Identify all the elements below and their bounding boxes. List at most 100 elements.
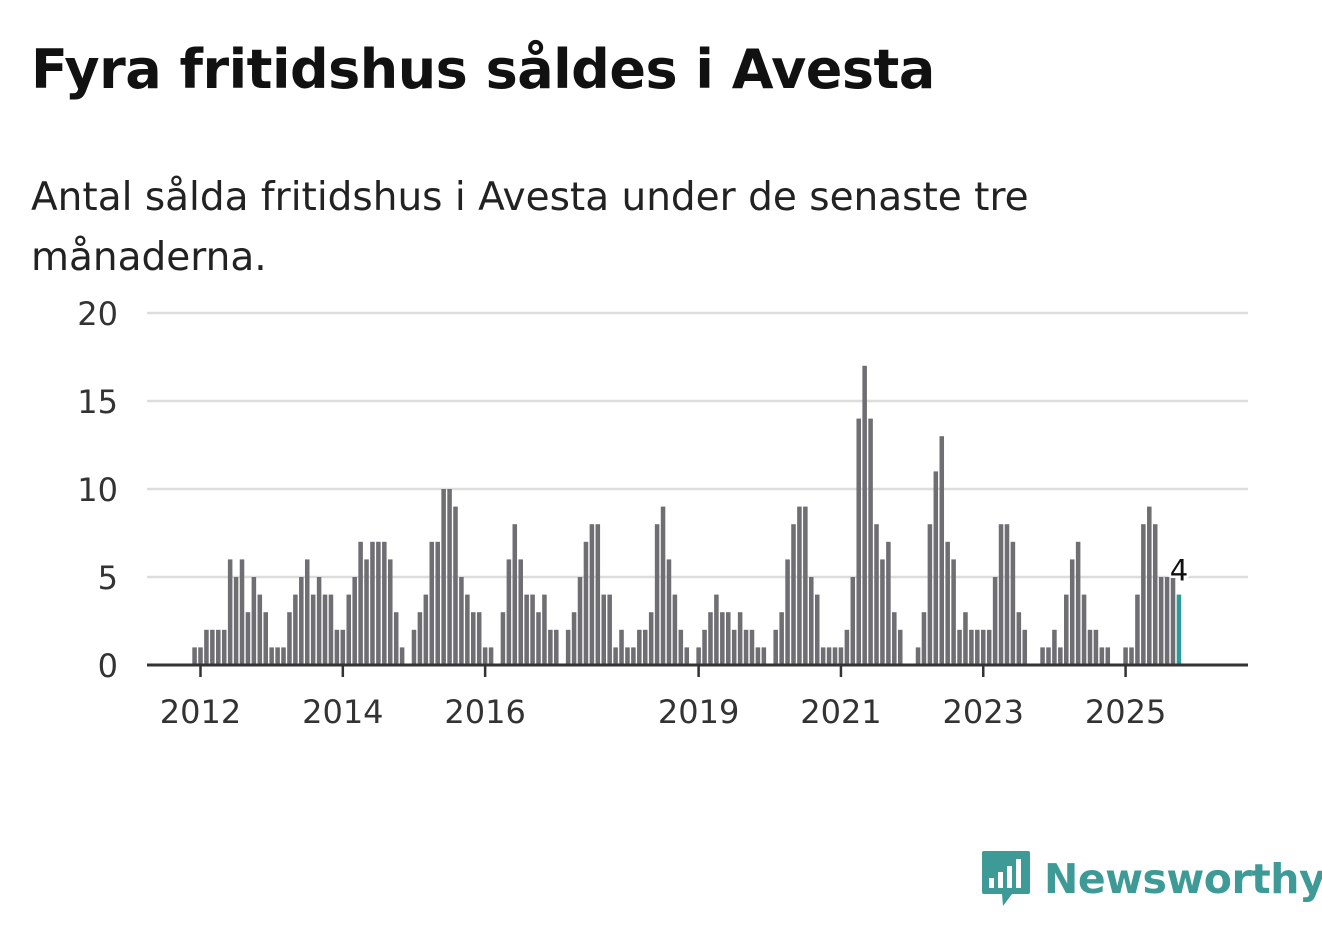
bar xyxy=(548,629,553,665)
bar xyxy=(1022,629,1028,665)
bar xyxy=(939,436,945,665)
bar xyxy=(1158,577,1164,665)
bar xyxy=(957,629,962,665)
x-tick-label: 2016 xyxy=(444,693,525,731)
bar xyxy=(1152,524,1158,665)
bar xyxy=(1147,506,1152,665)
bar xyxy=(399,647,405,665)
bar xyxy=(316,577,322,665)
y-axis-ticks: 0 5 10 15 20 xyxy=(77,295,118,685)
bar xyxy=(637,629,642,665)
bar xyxy=(720,612,725,665)
bar xyxy=(737,612,743,665)
x-tick-label: 2023 xyxy=(943,693,1024,731)
bar xyxy=(832,647,838,665)
bar xyxy=(915,647,921,665)
bar xyxy=(886,541,891,665)
bar xyxy=(239,559,245,665)
bar xyxy=(619,629,624,665)
x-axis-ticks: 2012 2014 2016 2019 2021 2023 2025 xyxy=(160,665,1166,731)
bar xyxy=(287,612,292,665)
bar xyxy=(198,647,203,665)
bar xyxy=(850,577,856,665)
bar xyxy=(1141,524,1146,665)
bar xyxy=(346,594,352,665)
x-tick-label: 2012 xyxy=(160,693,241,731)
bar xyxy=(838,647,844,665)
bar xyxy=(512,524,518,665)
bar xyxy=(844,629,850,665)
bar xyxy=(322,594,328,665)
bar xyxy=(880,559,885,665)
bar xyxy=(589,524,595,665)
bar xyxy=(981,629,986,665)
bar xyxy=(465,594,470,665)
bar xyxy=(1004,524,1010,665)
bar xyxy=(1099,647,1105,665)
bar xyxy=(749,629,755,665)
y-tick-label: 5 xyxy=(98,559,118,597)
bar xyxy=(221,629,227,665)
bar xyxy=(192,647,197,665)
bar xyxy=(476,612,482,665)
bar xyxy=(459,577,464,665)
bar xyxy=(565,629,571,665)
bar xyxy=(856,418,861,665)
bar xyxy=(1093,629,1099,665)
bar xyxy=(963,612,968,665)
bars xyxy=(192,365,1182,665)
bar xyxy=(328,594,334,665)
bar xyxy=(1052,629,1057,665)
gridlines xyxy=(147,311,1248,579)
bar xyxy=(862,365,867,665)
bar xyxy=(684,647,690,665)
bar xyxy=(417,612,423,665)
brand-name: Newsworthy xyxy=(1044,855,1322,903)
bar xyxy=(453,506,458,665)
bar xyxy=(1046,647,1051,665)
bar xyxy=(927,524,933,665)
bar xyxy=(868,418,873,665)
bar xyxy=(613,647,618,665)
bar xyxy=(1075,541,1081,665)
bar xyxy=(933,471,939,665)
bar xyxy=(897,629,903,665)
bar xyxy=(660,506,666,665)
bar xyxy=(518,559,523,665)
bar xyxy=(595,524,601,665)
bar xyxy=(755,647,761,665)
y-tick-label: 20 xyxy=(77,295,118,333)
bar xyxy=(1129,647,1134,665)
bar xyxy=(293,594,298,665)
bar xyxy=(441,489,446,665)
newsworthy-brand: Newsworthy xyxy=(980,848,1322,910)
x-tick-label: 2019 xyxy=(658,693,739,731)
bar xyxy=(726,612,731,665)
bar xyxy=(275,647,280,665)
bar xyxy=(310,594,316,665)
y-tick-label: 15 xyxy=(77,383,118,421)
bar xyxy=(1170,577,1176,665)
bar xyxy=(393,612,399,665)
bar xyxy=(488,647,494,665)
bar xyxy=(666,559,672,665)
bar xyxy=(233,577,239,665)
chart-subtitle: Antal sålda fritidshus i Avesta under de… xyxy=(31,175,1029,280)
bar xyxy=(809,577,814,665)
bar xyxy=(364,559,369,665)
bar xyxy=(370,541,375,665)
newsworthy-logo-icon xyxy=(982,851,1030,906)
bar xyxy=(411,629,417,665)
bar xyxy=(251,577,257,665)
bar xyxy=(435,541,440,665)
bar xyxy=(761,647,767,665)
bar xyxy=(678,629,684,665)
bar xyxy=(334,629,340,665)
bar xyxy=(216,629,221,665)
y-tick-label: 0 xyxy=(98,647,118,685)
bar xyxy=(714,594,719,665)
bar xyxy=(1105,647,1111,665)
bar xyxy=(921,612,927,665)
bar xyxy=(1135,594,1140,665)
